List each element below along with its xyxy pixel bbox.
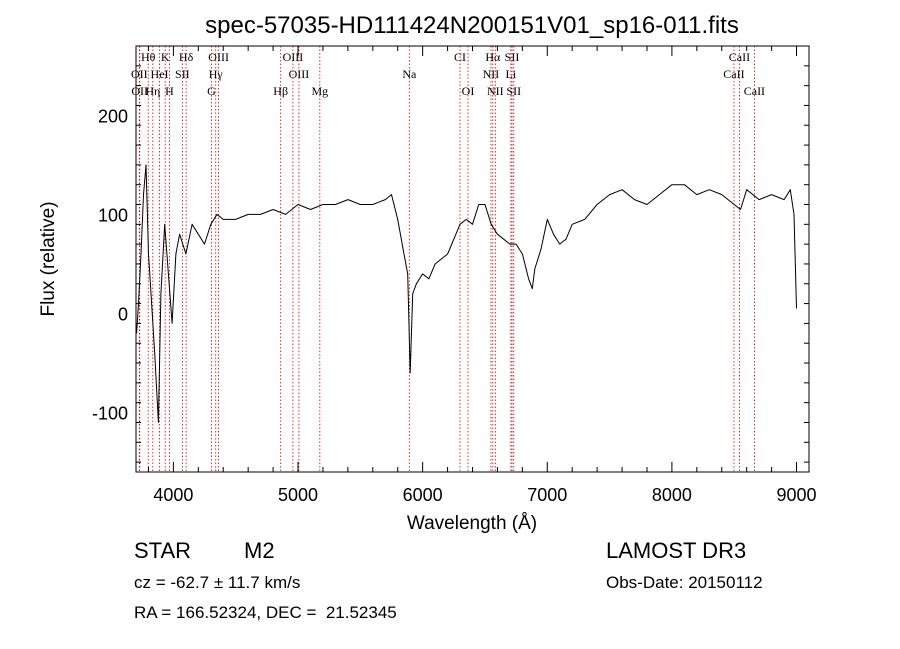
chart-title: spec-57035-HD111424N200151V01_sp16-011.f… bbox=[205, 12, 739, 39]
y-tick-label: 0 bbox=[118, 304, 128, 324]
spectral-line-label: NII bbox=[487, 84, 504, 98]
spectral-line-label: Hα bbox=[485, 50, 501, 64]
spectral-line-label: NII bbox=[483, 67, 500, 81]
x-tick-label: 5000 bbox=[278, 485, 318, 505]
y-axis-ticks: -100 0 100 200 bbox=[92, 65, 809, 463]
x-tick-label: 7000 bbox=[527, 485, 567, 505]
spectral-line-label: SII bbox=[505, 50, 520, 64]
x-axis-label: Wavelength (Å) bbox=[407, 513, 537, 534]
y-axis-label: Flux (relative) bbox=[38, 201, 59, 316]
plot-frame bbox=[135, 45, 810, 473]
redshift-text: cz = -62.7 ± 11.7 km/s bbox=[134, 573, 301, 592]
spectral-line-label: OIII bbox=[289, 67, 310, 81]
spectral-line-label: H bbox=[165, 84, 174, 98]
coordinates: RA = 166.52324, DEC = 21.52345 bbox=[134, 603, 397, 622]
obs-date: Obs-Date: 20150112 bbox=[606, 573, 763, 592]
spectral-line-label: CI bbox=[454, 50, 466, 64]
spectral-line-label: CaII bbox=[744, 84, 765, 98]
x-tick-label: 8000 bbox=[652, 485, 692, 505]
spectrum-line bbox=[136, 164, 797, 423]
spectral-line-label: SII bbox=[506, 84, 521, 98]
spectral-line-label: Li bbox=[506, 67, 517, 81]
spectral-line-label: Hθ bbox=[141, 50, 156, 64]
spectral-line-label: Na bbox=[402, 67, 417, 81]
spectral-line-label: OIII bbox=[283, 50, 304, 64]
y-tick-label: 200 bbox=[98, 106, 128, 126]
x-axis-ticks: 4000 5000 6000 7000 8000 9000 bbox=[147, 46, 817, 505]
spectral-line-label: Mg bbox=[311, 84, 328, 98]
object-subclass: M2 bbox=[244, 538, 275, 563]
x-tick-label: 9000 bbox=[777, 485, 817, 505]
spectral-line-label: CaII bbox=[723, 67, 744, 81]
survey-name: LAMOST DR3 bbox=[606, 538, 747, 563]
x-tick-label: 6000 bbox=[403, 485, 443, 505]
spectral-line-label: K bbox=[161, 50, 170, 64]
spectral-line-label: CaII bbox=[729, 50, 750, 64]
spectral-line-label: Hη bbox=[145, 84, 160, 98]
x-tick-label: 4000 bbox=[153, 485, 193, 505]
spectral-line-label: SII bbox=[175, 67, 190, 81]
y-tick-label: -100 bbox=[92, 404, 128, 424]
spectral-line-label: Hγ bbox=[209, 67, 224, 81]
spectral-line-label: Hβ bbox=[273, 84, 288, 98]
spectrum-series bbox=[136, 164, 797, 423]
y-tick-label: 100 bbox=[98, 205, 128, 225]
spectral-line-label: OI bbox=[462, 84, 475, 98]
spectral-line-label: G bbox=[207, 84, 216, 98]
spectral-line-label: HeI bbox=[151, 67, 169, 81]
object-type: STAR bbox=[134, 538, 192, 563]
spectral-line-label: OIII bbox=[208, 50, 229, 64]
spectral-line-label: Hδ bbox=[179, 50, 194, 64]
